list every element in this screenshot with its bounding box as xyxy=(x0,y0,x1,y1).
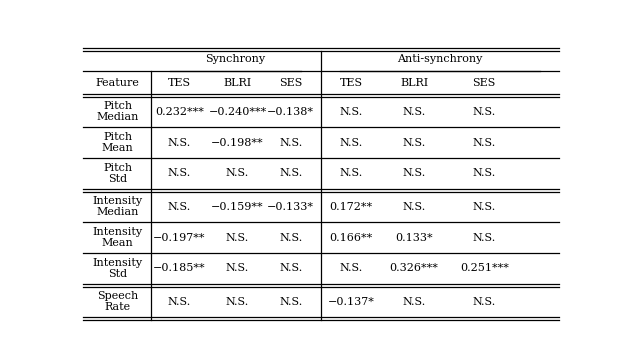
Text: SES: SES xyxy=(279,78,303,88)
Text: N.S.: N.S. xyxy=(168,297,191,307)
Text: 0.133*: 0.133* xyxy=(395,233,433,242)
Text: −0.133*: −0.133* xyxy=(267,202,314,212)
Text: N.S.: N.S. xyxy=(402,107,426,117)
Text: −0.240***: −0.240*** xyxy=(208,107,266,117)
Text: −0.185**: −0.185** xyxy=(154,263,206,274)
Text: 0.251***: 0.251*** xyxy=(460,263,509,274)
Text: Anti-synchrony: Anti-synchrony xyxy=(397,54,482,65)
Text: Pitch
Std: Pitch Std xyxy=(103,163,132,184)
Text: Pitch
Median: Pitch Median xyxy=(97,101,139,122)
Text: SES: SES xyxy=(472,78,496,88)
Text: TES: TES xyxy=(339,78,363,88)
Text: N.S.: N.S. xyxy=(472,137,496,147)
Text: N.S.: N.S. xyxy=(402,297,426,307)
Text: Feature: Feature xyxy=(95,78,140,88)
Text: N.S.: N.S. xyxy=(339,107,363,117)
Text: 0.326***: 0.326*** xyxy=(389,263,439,274)
Text: Intensity
Median: Intensity Median xyxy=(92,196,143,218)
Text: −0.137*: −0.137* xyxy=(328,297,374,307)
Text: N.S.: N.S. xyxy=(279,233,303,242)
Text: N.S.: N.S. xyxy=(339,168,363,179)
Text: N.S.: N.S. xyxy=(279,263,303,274)
Text: N.S.: N.S. xyxy=(402,137,426,147)
Text: N.S.: N.S. xyxy=(168,137,191,147)
Text: Intensity
Std: Intensity Std xyxy=(92,258,143,279)
Text: −0.138*: −0.138* xyxy=(267,107,314,117)
Text: 0.172**: 0.172** xyxy=(329,202,373,212)
Text: N.S.: N.S. xyxy=(339,137,363,147)
Text: N.S.: N.S. xyxy=(168,168,191,179)
Text: Speech
Rate: Speech Rate xyxy=(97,291,139,313)
Text: BLRI: BLRI xyxy=(223,78,251,88)
Text: N.S.: N.S. xyxy=(226,297,249,307)
Text: −0.159**: −0.159** xyxy=(212,202,264,212)
Text: N.S.: N.S. xyxy=(402,202,426,212)
Text: N.S.: N.S. xyxy=(472,107,496,117)
Text: Pitch
Mean: Pitch Mean xyxy=(102,132,134,153)
Text: 0.232***: 0.232*** xyxy=(155,107,204,117)
Text: N.S.: N.S. xyxy=(226,233,249,242)
Text: Intensity
Mean: Intensity Mean xyxy=(92,227,143,248)
Text: N.S.: N.S. xyxy=(472,297,496,307)
Text: N.S.: N.S. xyxy=(279,297,303,307)
Text: N.S.: N.S. xyxy=(472,202,496,212)
Text: Synchrony: Synchrony xyxy=(205,54,266,65)
Text: N.S.: N.S. xyxy=(472,168,496,179)
Text: N.S.: N.S. xyxy=(339,263,363,274)
Text: N.S.: N.S. xyxy=(168,202,191,212)
Text: 0.166**: 0.166** xyxy=(329,233,373,242)
Text: N.S.: N.S. xyxy=(226,168,249,179)
Text: N.S.: N.S. xyxy=(402,168,426,179)
Text: TES: TES xyxy=(168,78,191,88)
Text: −0.197**: −0.197** xyxy=(154,233,206,242)
Text: N.S.: N.S. xyxy=(279,137,303,147)
Text: N.S.: N.S. xyxy=(472,233,496,242)
Text: N.S.: N.S. xyxy=(226,263,249,274)
Text: N.S.: N.S. xyxy=(279,168,303,179)
Text: BLRI: BLRI xyxy=(400,78,428,88)
Text: −0.198**: −0.198** xyxy=(212,137,264,147)
